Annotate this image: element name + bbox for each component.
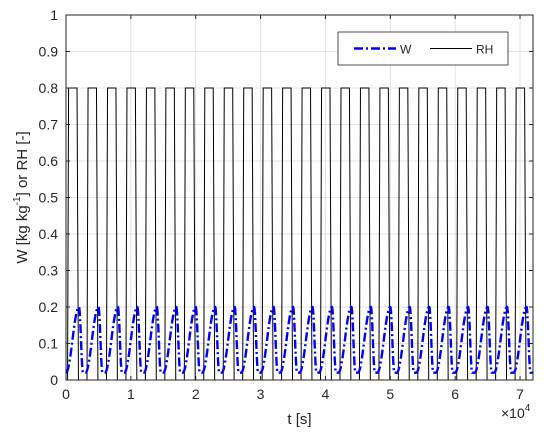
y-tick-label: 0.1 (39, 336, 59, 352)
series-w-line (65, 305, 533, 374)
x-tick-label: 2 (192, 386, 200, 402)
y-tick-label: 0 (50, 372, 58, 388)
y-tick-label: 0.5 (39, 190, 59, 206)
y-axis-label: W [kg kg-1] or RH [-] (12, 131, 31, 263)
x-axis-label: t [s] (287, 411, 311, 428)
x-tick-label: 1 (127, 386, 135, 402)
y-tick-label: 0.4 (39, 226, 59, 242)
x-axis-exponent: ×104 (501, 403, 531, 421)
y-tick-label: 0.7 (39, 117, 59, 133)
x-tick-label: 3 (257, 386, 265, 402)
y-tick-label: 0.9 (39, 44, 59, 60)
y-tick-label: 0.6 (39, 153, 59, 169)
x-tick-label: 5 (386, 386, 394, 402)
y-tick-label: 0.2 (39, 299, 59, 315)
y-axis-label-superscript: -1 (12, 196, 23, 205)
x-tick-label: 6 (451, 386, 459, 402)
legend: W RH (337, 31, 509, 66)
x-axis-exponent-base: ×10 (501, 405, 525, 421)
tick-labels: 0 1 2 3 4 5 6 7 0 0.1 0.2 0.3 0.4 0.5 0.6 0.7 0.8 0.9 1 (39, 7, 533, 402)
y-axis-label-part1: W [kg kg (14, 205, 31, 263)
legend-rh-label: RH (476, 43, 493, 57)
y-tick-label: 1 (50, 7, 58, 23)
legend-w-label: W (400, 43, 412, 57)
y-axis-label-part2: ] or RH [-] (14, 131, 31, 196)
x-tick-label: 7 (516, 386, 524, 402)
x-tick-label: 0 (62, 386, 70, 402)
y-tick-label: 0.8 (39, 80, 59, 96)
y-tick-label: 0.3 (39, 263, 59, 279)
x-axis-exponent-power: 4 (525, 403, 531, 414)
x-tick-label: 4 (322, 386, 330, 402)
